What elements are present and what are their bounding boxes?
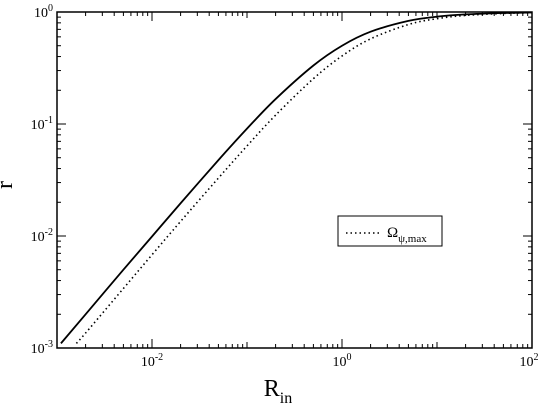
x-tick-label: 10-2 xyxy=(141,352,163,370)
axis-ticks xyxy=(56,12,532,349)
legend: Ωψ,max xyxy=(337,215,443,247)
legend-box xyxy=(337,215,443,247)
series-line-solid xyxy=(60,11,533,344)
x-axis-label-subscript: in xyxy=(280,390,292,407)
y-axis-label: r xyxy=(0,181,18,189)
x-tick-label: 100 xyxy=(333,352,352,370)
y-tick-label: 10-3 xyxy=(31,339,53,357)
x-tick-label: 102 xyxy=(520,352,539,370)
y-tick-label: 100 xyxy=(34,3,53,21)
tick-labels: 10-2 100 102 10-3 10-2 10-1 100 xyxy=(31,3,539,370)
plot-lines xyxy=(60,11,533,344)
legend-label-subscript: ψ,max xyxy=(398,233,427,245)
y-tick-label: 10-2 xyxy=(31,227,53,245)
legend-label-symbol: Ω xyxy=(387,225,398,241)
x-axis-label-base: R xyxy=(264,376,280,402)
x-axis-label: Rin xyxy=(264,376,292,407)
legend-label: Ωψ,max xyxy=(387,225,427,245)
plot-frame xyxy=(56,11,533,349)
series-line-dotted xyxy=(75,11,533,344)
y-tick-label: 10-1 xyxy=(31,115,53,133)
